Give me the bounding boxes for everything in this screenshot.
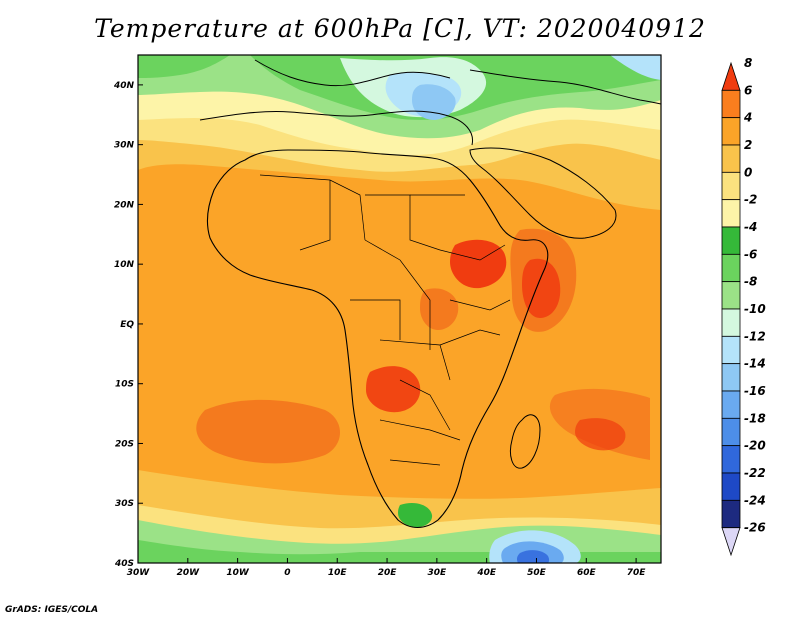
colorbar-label: -26: [744, 521, 766, 535]
colorbar-label: -2: [744, 193, 757, 207]
x-tick-label: 50E: [527, 568, 547, 578]
colorbar-swatch: [721, 281, 741, 310]
colorbar-swatch: [721, 390, 741, 419]
x-tick-label: 20E: [378, 568, 398, 578]
y-tick-label: 30S: [115, 499, 134, 509]
y-axis: 40N 30N 20N 10N EQ 10S 20S 30S 40S: [113, 81, 143, 569]
x-tick-label: 0: [284, 568, 290, 578]
x-tick-label: 70E: [627, 568, 647, 578]
colorbar-label: 0: [744, 165, 752, 179]
colorbar-swatch: [721, 61, 741, 91]
colorbar-swatch: [721, 89, 741, 119]
x-tick-label: 60E: [577, 568, 597, 578]
colorbar-label: -4: [744, 220, 757, 234]
colorbar-swatch: [721, 117, 741, 146]
colorbar-swatch: [721, 363, 741, 392]
colorbar-label: -16: [744, 384, 766, 398]
temperature-field: [138, 55, 661, 563]
credit-text: GrADS: IGES/COLA: [5, 605, 98, 615]
y-tick-label: EQ: [120, 320, 134, 330]
colorbar-swatch: [721, 335, 741, 365]
colorbar-swatch: [721, 499, 741, 529]
y-tick-label: 10S: [115, 380, 134, 390]
colorbar-label: -10: [744, 302, 766, 316]
colorbar-label: 6: [744, 83, 752, 97]
colorbar-swatch: [721, 472, 741, 501]
colorbar-swatch: [721, 417, 741, 447]
y-tick-label: 20N: [114, 200, 135, 210]
chart-title: Temperature at 600hPa [C], VT: 202004091…: [94, 14, 706, 43]
x-tick-label: 30W: [127, 568, 151, 578]
x-tick-label: 10E: [328, 568, 348, 578]
y-tick-label: 40N: [113, 81, 135, 91]
colorbar-swatch: [721, 226, 741, 255]
colorbar: 8 6 4 2 0 -2 -4 -6 -8 -10 -12 -14 -16 -18 -20 -22 -24 -26: [721, 56, 766, 557]
colorbar-label: -24: [744, 493, 766, 507]
colorbar-swatch: [721, 308, 741, 337]
colorbar-swatch: [721, 171, 741, 201]
colorbar-swatch: [721, 527, 741, 557]
plot-frame: [137, 54, 662, 564]
x-tick-label: 20W: [177, 568, 201, 578]
colorbar-label: -8: [744, 275, 757, 289]
colorbar-label: -22: [744, 466, 766, 480]
colorbar-label: 8: [744, 56, 752, 70]
y-tick-label: 20S: [115, 439, 134, 449]
y-tick-label: 10N: [114, 260, 135, 270]
colorbar-swatch: [721, 144, 741, 173]
colorbar-swatch: [721, 199, 741, 228]
colorbar-label: -14: [744, 357, 766, 371]
x-tick-label: 40E: [476, 568, 497, 578]
colorbar-label: -18: [744, 411, 766, 425]
x-axis: 30W 20W 10W 0 10E 20E 30E 40E 50E 60E 70E: [127, 558, 647, 578]
colorbar-swatch: [721, 253, 741, 283]
x-tick-label: 30E: [428, 568, 448, 578]
colorbar-label: 2: [744, 138, 752, 152]
colorbar-label: -20: [744, 439, 766, 453]
colorbar-label: -12: [744, 329, 766, 343]
x-tick-label: 10W: [226, 568, 250, 578]
colorbar-label: -6: [744, 247, 757, 261]
y-tick-label: 30N: [114, 141, 135, 151]
colorbar-swatch: [721, 445, 741, 474]
y-tick-label: 40S: [114, 559, 134, 569]
colorbar-label: 4: [743, 111, 752, 125]
